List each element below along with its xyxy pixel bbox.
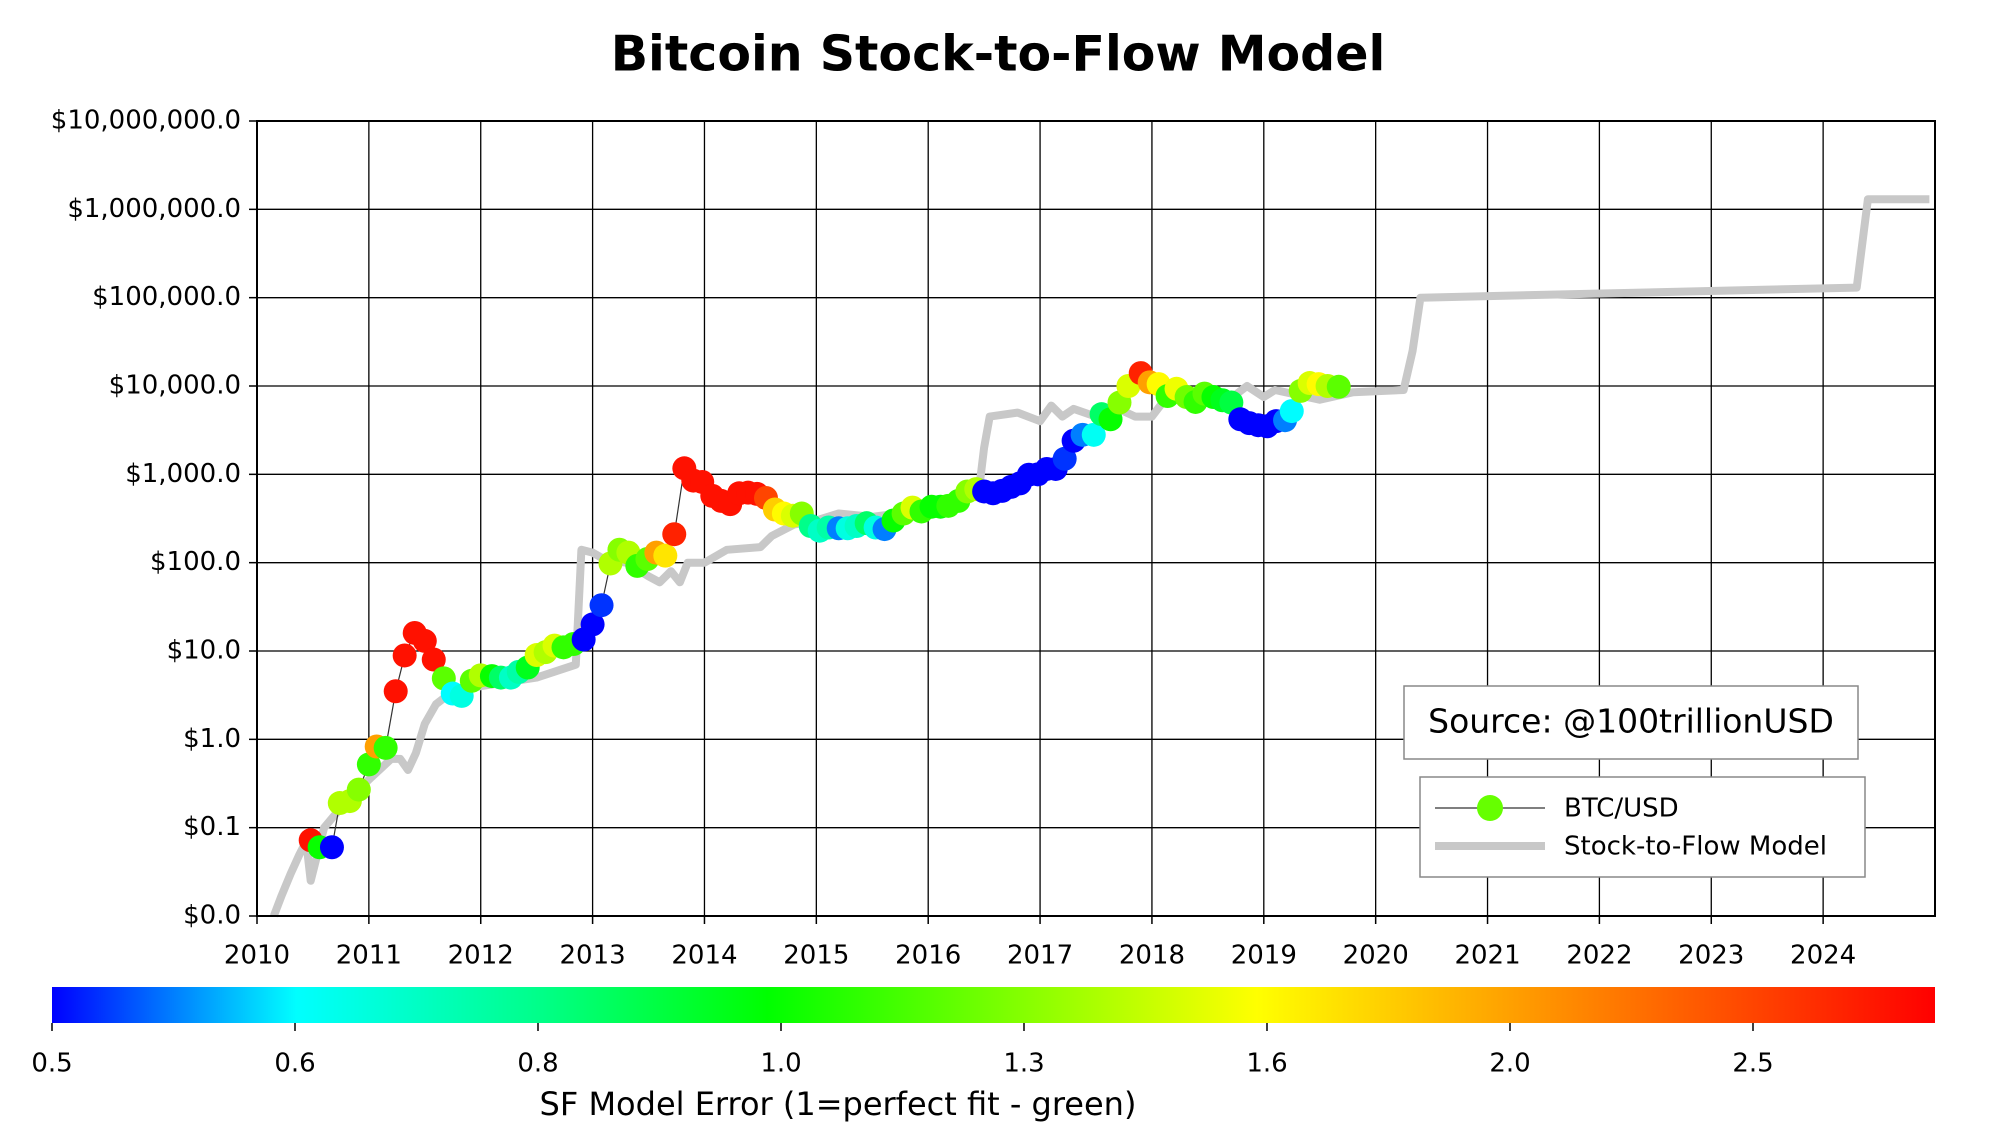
x-tick-label: 2014 — [671, 941, 737, 971]
x-tick-label: 2018 — [1119, 941, 1185, 971]
y-tick-label: $0.1 — [183, 812, 241, 842]
x-tick-label: 2015 — [783, 941, 849, 971]
colorbar-tick-label: 1.3 — [1003, 1049, 1044, 1079]
x-tick-label: 2013 — [560, 941, 626, 971]
chart-title: Bitcoin Stock-to-Flow Model — [611, 26, 1386, 83]
price-point — [1326, 374, 1351, 399]
y-tick-label: $1.0 — [183, 724, 241, 754]
y-tick-label: $10,000,000.0 — [51, 106, 241, 136]
price-point — [412, 628, 437, 653]
y-tick-label: $100,000.0 — [92, 282, 241, 312]
price-point — [383, 679, 408, 704]
model-line — [270, 195, 1930, 918]
x-tick-label: 2019 — [1231, 941, 1297, 971]
x-tick-label: 2022 — [1566, 941, 1632, 971]
legend: BTC/USD Stock-to-Flow Model — [1435, 794, 1827, 862]
x-tick-label: 2023 — [1678, 941, 1744, 971]
colorbar-tick-label: 0.8 — [517, 1049, 558, 1079]
price-point — [662, 522, 687, 547]
price-point — [1052, 446, 1077, 471]
x-tick-label: 2010 — [224, 941, 290, 971]
y-tick-label: $100.0 — [150, 547, 241, 577]
x-tick-label: 2016 — [895, 941, 961, 971]
legend-marker — [1477, 795, 1503, 821]
x-tick-label: 2017 — [1007, 941, 1073, 971]
x-tick-label: 2011 — [336, 941, 402, 971]
price-point — [373, 735, 398, 760]
y-tick-label: $1,000.0 — [125, 459, 241, 489]
x-tick-label: 2012 — [448, 941, 514, 971]
price-point — [580, 612, 605, 637]
price-point — [319, 835, 344, 860]
legend-box — [1419, 776, 1866, 878]
annotation-box — [1403, 685, 1859, 760]
colorbar-tick-label: 1.0 — [760, 1049, 801, 1079]
colorbar-tick-label: 0.5 — [31, 1049, 72, 1079]
colorbar-tick-label: 2.5 — [1732, 1049, 1773, 1079]
legend-label: BTC/USD — [1564, 794, 1679, 824]
price-point — [346, 777, 371, 802]
colorbar-label: SF Model Error (1=perfect fit - green) — [540, 1085, 1137, 1123]
price-point — [1279, 399, 1304, 424]
plot-frame — [256, 120, 1936, 917]
x-tick-label: 2021 — [1454, 941, 1520, 971]
y-tick-label: $1,000,000.0 — [67, 194, 241, 224]
price-point — [589, 593, 614, 618]
price-point — [392, 643, 417, 668]
plot-area — [270, 195, 1930, 918]
colorbar-axis: 0.5 0.6 0.8 1.0 1.3 1.6 2.0 2.5 — [31, 1023, 1774, 1079]
y-tick-label: $10,000.0 — [109, 371, 241, 401]
colorbar — [52, 987, 1935, 1023]
x-tick-label: 2024 — [1790, 941, 1856, 971]
price-point — [1081, 422, 1106, 447]
price-line — [310, 372, 1339, 848]
axes: 2010 2011 2012 2013 2014 2015 2016 2017 2018 2019… — [51, 106, 1856, 971]
colorbar-tick-label: 0.6 — [274, 1049, 315, 1079]
price-point — [421, 647, 446, 672]
annotation: Source: @100trillionUSD — [1428, 702, 1834, 741]
legend-label: Stock-to-Flow Model — [1564, 832, 1827, 862]
y-tick-label: $10.0 — [167, 636, 241, 666]
x-tick-label: 2020 — [1343, 941, 1409, 971]
y-tick-label: $0.0 — [183, 901, 241, 931]
colorbar-tick-label: 1.6 — [1246, 1049, 1287, 1079]
price-point — [356, 752, 381, 777]
colorbar-tick-label: 2.0 — [1489, 1049, 1530, 1079]
price-point — [653, 543, 678, 568]
